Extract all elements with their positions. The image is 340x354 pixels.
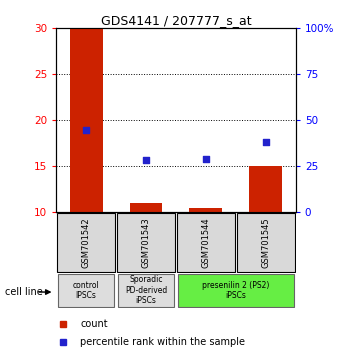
Text: control
IPSCs: control IPSCs	[73, 281, 99, 300]
Text: cell line: cell line	[5, 287, 43, 297]
Bar	[117, 213, 175, 272]
Point	[83, 127, 89, 132]
Bar	[130, 203, 163, 212]
Text: count: count	[80, 319, 108, 329]
Bar	[177, 213, 235, 272]
Point	[263, 139, 269, 144]
Text: presenilin 2 (PS2)
iPSCs: presenilin 2 (PS2) iPSCs	[202, 281, 270, 300]
Bar	[249, 166, 282, 212]
Text: GSM701545: GSM701545	[261, 217, 270, 268]
Text: Sporadic
PD-derived
iPSCs: Sporadic PD-derived iPSCs	[125, 275, 167, 305]
Text: percentile rank within the sample: percentile rank within the sample	[80, 337, 245, 347]
Bar	[189, 208, 222, 212]
Text: GSM701542: GSM701542	[82, 217, 90, 268]
Bar	[178, 274, 294, 307]
Bar	[58, 274, 114, 307]
Point	[203, 156, 209, 162]
Point	[143, 157, 149, 163]
Bar	[118, 274, 174, 307]
Title: GDS4141 / 207777_s_at: GDS4141 / 207777_s_at	[101, 14, 251, 27]
Bar	[237, 213, 294, 272]
Text: GSM701543: GSM701543	[141, 217, 151, 268]
Text: GSM701544: GSM701544	[201, 217, 210, 268]
Bar	[70, 28, 103, 212]
Bar	[57, 213, 115, 272]
